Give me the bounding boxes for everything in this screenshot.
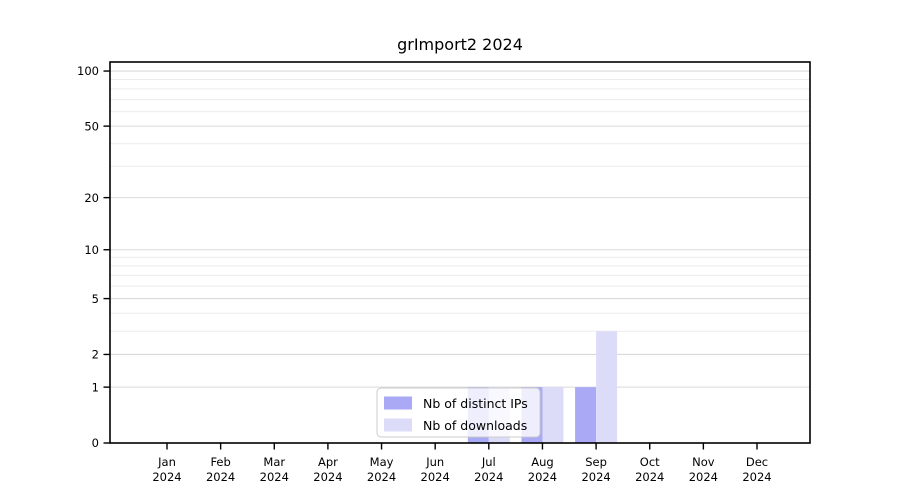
legend-label-0: Nb of distinct IPs xyxy=(423,396,528,411)
bar-downloads-aug xyxy=(542,387,564,443)
x-axis-tick-label-year: 2024 xyxy=(474,470,503,484)
y-axis-tick-label: 5 xyxy=(92,292,99,306)
x-axis-tick-label-year: 2024 xyxy=(152,470,181,484)
x-axis-tick-label-month: Nov xyxy=(692,455,715,469)
x-axis-tick-label-year: 2024 xyxy=(528,470,557,484)
x-axis-tick-label-year: 2024 xyxy=(421,470,450,484)
y-axis-tick-label: 0 xyxy=(92,436,99,450)
x-axis-tick-label-year: 2024 xyxy=(689,470,718,484)
plot-border xyxy=(109,61,811,444)
x-axis-tick-label-month: Aug xyxy=(531,455,553,469)
y-axis-tick-label: 2 xyxy=(92,348,99,362)
legend-swatch-1 xyxy=(384,418,412,432)
legend-box xyxy=(376,387,541,438)
x-axis-tick-label-month: Feb xyxy=(210,455,230,469)
x-axis-tick-label-year: 2024 xyxy=(635,470,664,484)
x-axis-tick-label-year: 2024 xyxy=(313,470,342,484)
x-axis-tick-label-month: Oct xyxy=(640,455,660,469)
y-axis-tick-label: 100 xyxy=(77,64,99,78)
x-axis-tick-label-month: Mar xyxy=(263,455,285,469)
x-axis-tick-label-month: Apr xyxy=(318,455,338,469)
bar-distinct-ips-sep xyxy=(575,387,597,443)
legend-swatch-0 xyxy=(384,396,412,410)
chart-title: grImport2 2024 xyxy=(397,35,523,54)
x-axis-tick-label-year: 2024 xyxy=(742,470,771,484)
x-axis-tick-label-year: 2024 xyxy=(260,470,289,484)
bar-downloads-sep xyxy=(596,331,618,443)
x-axis-tick-label-month: May xyxy=(370,455,394,469)
y-axis-tick-label: 20 xyxy=(84,191,99,205)
x-axis-tick-label-year: 2024 xyxy=(367,470,396,484)
x-axis-tick-label-year: 2024 xyxy=(206,470,235,484)
x-axis-tick-label-year: 2024 xyxy=(581,470,610,484)
y-axis-tick-label: 1 xyxy=(92,380,99,394)
x-axis-tick-label-month: Jul xyxy=(481,455,496,469)
x-axis-tick-label-month: Jan xyxy=(157,455,176,469)
y-axis-tick-label: 10 xyxy=(84,243,99,257)
legend-label-1: Nb of downloads xyxy=(423,418,527,433)
y-axis-tick-label: 50 xyxy=(84,119,99,133)
x-axis-tick-label-month: Jun xyxy=(425,455,444,469)
x-axis-tick-label-month: Dec xyxy=(746,455,768,469)
x-axis-tick-label-month: Sep xyxy=(585,455,607,469)
